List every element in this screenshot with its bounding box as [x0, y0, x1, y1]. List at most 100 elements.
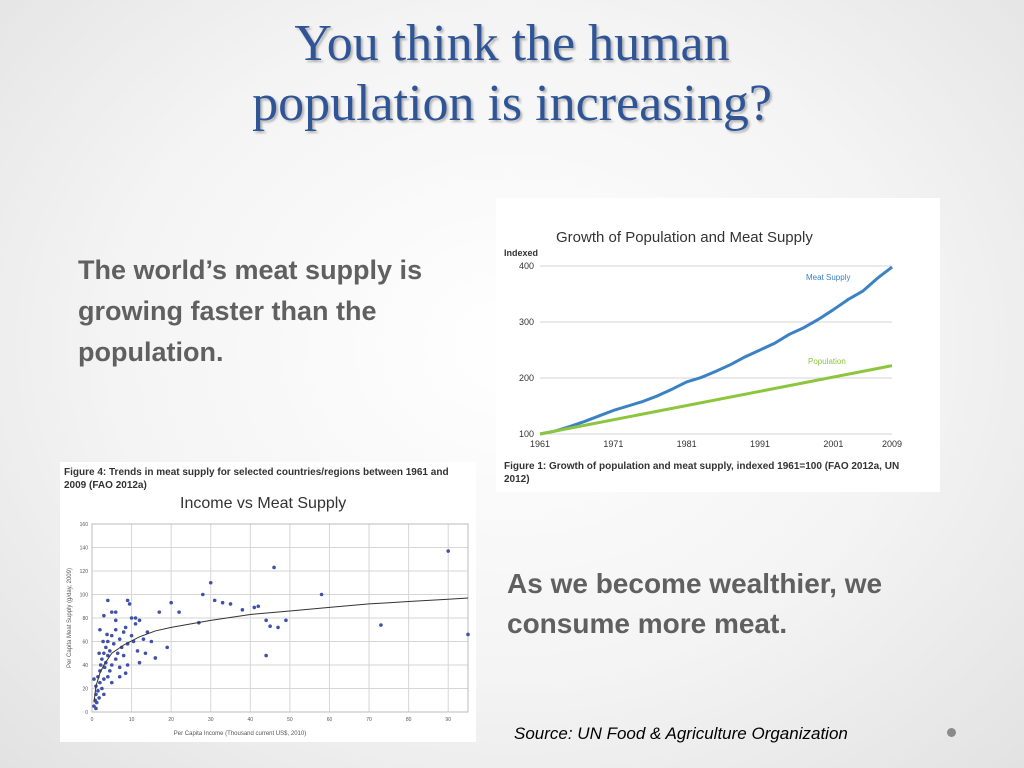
- scatter-point: [123, 671, 128, 676]
- scatter-point: [319, 592, 324, 597]
- scatter-point: [108, 669, 112, 673]
- scatter-point: [102, 692, 106, 697]
- scatter-point: [129, 616, 134, 620]
- figure-income-meat: Figure 4: Trends in meat supply for sele…: [60, 462, 476, 742]
- scatter-chart: Income vs Meat Supply0204060801001201401…: [67, 495, 470, 737]
- scatter-point: [268, 624, 272, 629]
- scatter-point: [165, 645, 169, 650]
- scatter-point: [125, 598, 130, 603]
- scatter-point: [137, 618, 142, 623]
- title-line-1: You think the human: [294, 15, 730, 72]
- scatter-point: [96, 689, 100, 693]
- scatter-point: [100, 686, 104, 691]
- scatter-point: [104, 645, 108, 650]
- scatter-y-tick: 140: [80, 546, 89, 552]
- scatter-point: [106, 674, 110, 679]
- scatter-point: [133, 616, 138, 620]
- scatter-point: [379, 623, 383, 627]
- scatter-point: [97, 696, 101, 700]
- scatter-point: [94, 706, 98, 711]
- line-chart-x-tick: 1981: [677, 439, 697, 449]
- scatter-point: [123, 625, 128, 630]
- meat-supply-text: The world’s meat supply is growing faste…: [78, 255, 423, 367]
- scatter-y-tick: 20: [82, 687, 88, 693]
- scatter-y-tick: 40: [82, 663, 88, 669]
- line-chart-y-tick: 100: [519, 429, 534, 439]
- scatter-point: [105, 632, 109, 637]
- line-chart-x-tick: 1961: [530, 439, 550, 449]
- title-line-2: population is increasing?: [252, 75, 772, 132]
- scatter-point: [446, 549, 451, 553]
- scatter-point: [115, 651, 120, 656]
- scatter-y-tick: 160: [80, 522, 89, 528]
- scatter-point: [201, 592, 205, 597]
- scatter-point: [272, 565, 276, 570]
- scatter-point: [157, 610, 162, 614]
- scatter-point: [135, 649, 140, 653]
- scatter-y-tick: 60: [82, 640, 88, 646]
- scatter-point: [92, 704, 96, 708]
- scatter-point: [129, 633, 134, 638]
- scatter-point: [127, 602, 132, 606]
- scatter-point: [109, 633, 114, 638]
- scatter-point: [108, 649, 112, 653]
- scatter-x-tick: 90: [445, 717, 451, 723]
- scatter-plot-frame: [91, 523, 469, 713]
- scatter-point: [109, 610, 114, 614]
- scatter-point: [109, 680, 114, 685]
- line-series-label: Population: [808, 357, 846, 366]
- scatter-point: [220, 600, 225, 605]
- scatter-point: [256, 604, 261, 609]
- scatter-point: [264, 653, 268, 658]
- scatter-point: [252, 605, 257, 610]
- scatter-point: [240, 607, 245, 612]
- line-chart-title: Growth of Population and Meat Supply: [556, 229, 813, 246]
- scatter-x-label: Per Capita Income (Thousand current US$,…: [174, 731, 306, 737]
- scatter-point: [153, 656, 158, 660]
- scatter-point: [276, 625, 280, 630]
- scatter-point: [100, 657, 104, 661]
- scatter-point: [98, 680, 102, 685]
- line-chart-x-tick: 2001: [823, 439, 843, 449]
- scatter-point: [143, 651, 148, 656]
- scatter-y-tick: 120: [80, 569, 89, 575]
- scatter-point: [169, 600, 173, 605]
- scatter-point: [113, 618, 118, 623]
- scatter-y-tick: 0: [85, 710, 88, 716]
- scatter-x-tick: 30: [208, 717, 214, 723]
- scatter-x-tick: 70: [366, 717, 372, 723]
- line-chart-y-tick: 200: [519, 373, 534, 383]
- scatter-point: [284, 618, 288, 623]
- line-series-population: [539, 364, 893, 436]
- line-chart: Growth of Population and Meat Supply Inde…: [504, 229, 902, 449]
- scatter-point: [109, 663, 114, 667]
- scatter-point: [117, 665, 122, 670]
- scatter-y-label: Per Capita Meat Supply (g/day, 2009): [67, 568, 73, 668]
- scatter-point: [264, 618, 268, 623]
- scatter-point: [137, 660, 142, 665]
- line-chart-y-tick: 400: [519, 261, 534, 271]
- scatter-point: [98, 663, 103, 667]
- scatter-point: [121, 653, 126, 658]
- scatter-point: [228, 602, 233, 606]
- scatter-point: [106, 598, 110, 603]
- scatter-point: [117, 674, 122, 679]
- scatter-point: [125, 663, 130, 667]
- scatter-point: [149, 639, 154, 644]
- scatter-x-tick: 0: [91, 717, 94, 723]
- scatter-point: [208, 580, 213, 585]
- scatter-chart-title: Income vs Meat Supply: [180, 495, 346, 512]
- scatter-trend-line: [93, 597, 469, 703]
- scatter-point: [102, 613, 106, 618]
- scatter-point: [98, 627, 102, 632]
- scatter-point: [117, 637, 122, 641]
- figure-population-meat: Growth of Population and Meat Supply Inde…: [496, 198, 940, 492]
- line-chart-x-tick: 1971: [603, 439, 623, 449]
- scatter-point: [212, 598, 217, 603]
- scatter-point: [102, 651, 106, 656]
- scatter-point: [177, 610, 181, 614]
- scatter-x-tick: 60: [327, 717, 333, 723]
- scatter-x-tick: 40: [248, 717, 254, 723]
- scatter-point: [106, 639, 110, 644]
- line-series-meat-supply: [539, 265, 893, 436]
